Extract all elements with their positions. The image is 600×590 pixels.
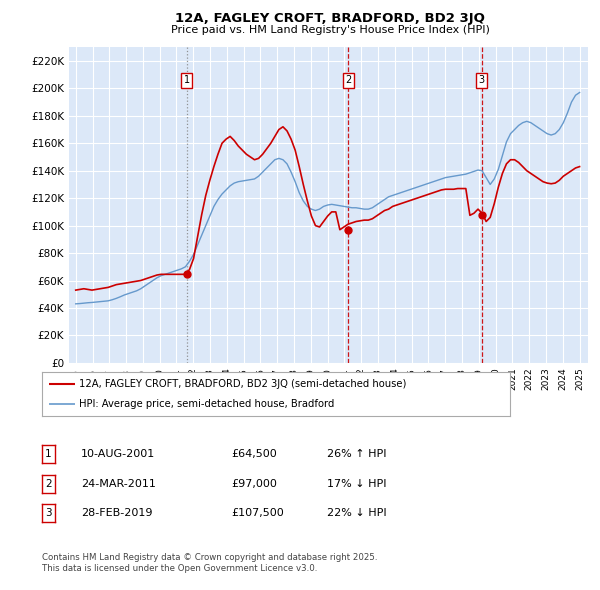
Text: 26% ↑ HPI: 26% ↑ HPI <box>327 450 386 459</box>
Text: 2: 2 <box>345 76 352 86</box>
Text: 10-AUG-2001: 10-AUG-2001 <box>81 450 155 459</box>
Text: Price paid vs. HM Land Registry's House Price Index (HPI): Price paid vs. HM Land Registry's House … <box>170 25 490 35</box>
Text: 28-FEB-2019: 28-FEB-2019 <box>81 509 152 518</box>
Text: 1: 1 <box>184 76 190 86</box>
Text: 12A, FAGLEY CROFT, BRADFORD, BD2 3JQ (semi-detached house): 12A, FAGLEY CROFT, BRADFORD, BD2 3JQ (se… <box>79 379 407 389</box>
Text: HPI: Average price, semi-detached house, Bradford: HPI: Average price, semi-detached house,… <box>79 399 335 409</box>
Text: 3: 3 <box>45 509 52 518</box>
Text: 2: 2 <box>45 479 52 489</box>
Text: Contains HM Land Registry data © Crown copyright and database right 2025.
This d: Contains HM Land Registry data © Crown c… <box>42 553 377 573</box>
Text: £107,500: £107,500 <box>231 509 284 518</box>
Text: 12A, FAGLEY CROFT, BRADFORD, BD2 3JQ: 12A, FAGLEY CROFT, BRADFORD, BD2 3JQ <box>175 12 485 25</box>
Text: 24-MAR-2011: 24-MAR-2011 <box>81 479 156 489</box>
Text: £97,000: £97,000 <box>231 479 277 489</box>
Text: 1: 1 <box>45 450 52 459</box>
Text: 17% ↓ HPI: 17% ↓ HPI <box>327 479 386 489</box>
Text: 3: 3 <box>478 76 485 86</box>
Text: 22% ↓ HPI: 22% ↓ HPI <box>327 509 386 518</box>
Text: £64,500: £64,500 <box>231 450 277 459</box>
